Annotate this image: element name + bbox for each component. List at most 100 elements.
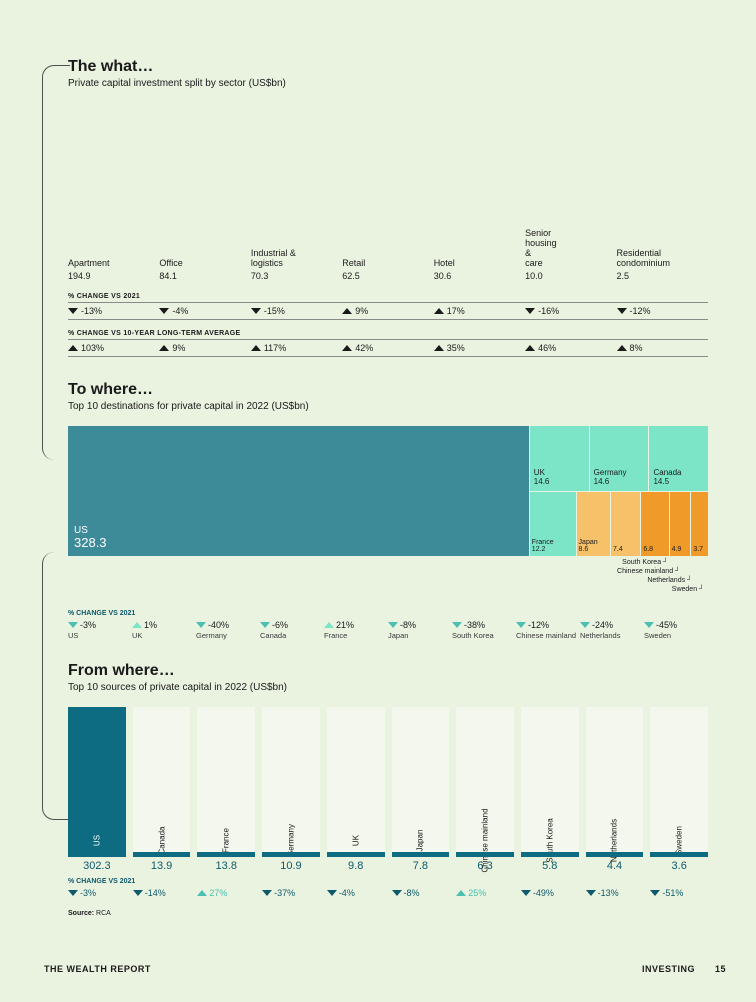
source-bar: Japan [392, 707, 450, 857]
source-change: -37% [262, 888, 320, 898]
where-subtitle: Top 10 destinations for private capital … [68, 401, 708, 412]
source-bar: US [68, 707, 126, 857]
source-bar: Chinese mainland [456, 707, 514, 857]
source-value: 4.4 [586, 860, 644, 872]
change-cell: -13% [68, 306, 159, 316]
treemap-box: 3.7 [690, 491, 708, 556]
treemap-box: Canada14.5 [648, 426, 708, 491]
change-cell: 17% [434, 306, 525, 316]
bar-value: 194.9 [68, 271, 159, 281]
footer-right: INVESTING [642, 964, 695, 974]
bar-4: Hotel 30.6 [434, 259, 525, 283]
where-treemap: US 328.3 UK14.6Germany14.6Canada14.5 Fra… [68, 426, 708, 556]
from-bar-chart: US Canada France Germany UK Japan Chines… [68, 707, 708, 857]
bar-value: 10.0 [525, 271, 616, 281]
from-change-row: -3%-14%27%-37%-4%-8%25%-49%-13%-51% [68, 888, 708, 898]
change-cell: 117% [251, 343, 342, 353]
dest-cell: -8%Japan [388, 620, 452, 640]
section-where: To where… Top 10 destinations for privat… [68, 381, 708, 640]
source-change: -8% [392, 888, 450, 898]
from-values-row: 302.313.913.810.99.87.86.35.84.43.6 [68, 860, 708, 872]
bar-value: 84.1 [159, 271, 250, 281]
source-bar: Sweden [650, 707, 708, 857]
treemap-box: 6.8 [640, 491, 668, 556]
treemap-box: UK14.6 [529, 426, 589, 491]
bar-1: Office 84.1 [159, 259, 250, 283]
from-subtitle: Top 10 sources of private capital in 202… [68, 682, 708, 693]
source-change: -3% [68, 888, 126, 898]
source-bar: France [197, 707, 255, 857]
source-change: -4% [327, 888, 385, 898]
connector-line-lower [42, 552, 70, 820]
from-change-head: % CHANGE VS 2021 [68, 878, 708, 885]
dest-cell: -6%Canada [260, 620, 324, 640]
change-cell: 42% [342, 343, 433, 353]
change-cell: 8% [617, 343, 708, 353]
bar-label: Apartment [68, 259, 159, 269]
bar-label: Industrial &logistics [251, 249, 342, 269]
bar-0: Apartment 194.9 [68, 259, 159, 283]
source-bar: Canada [133, 707, 191, 857]
what-change1-head: % CHANGE VS 2021 [68, 293, 708, 303]
treemap-box: France12.2 [529, 491, 576, 556]
where-title: To where… [68, 381, 708, 399]
where-change-row: -3%US1%UK-40%Germany-6%Canada21%France-8… [68, 620, 708, 640]
bar-5: Seniorhousing &care 10.0 [525, 229, 616, 283]
source-bar: Netherlands [586, 707, 644, 857]
from-title: From where… [68, 662, 708, 680]
change-cell: -16% [525, 306, 616, 316]
change-cell: 46% [525, 343, 616, 353]
source-change: -13% [586, 888, 644, 898]
bar-label: Retail [342, 259, 433, 269]
source-change: -49% [521, 888, 579, 898]
dest-cell: 1%UK [132, 620, 196, 640]
dest-cell: -3%US [68, 620, 132, 640]
bar-2: Industrial &logistics 70.3 [251, 249, 342, 283]
what-change1-row: -13%-4%-15%9%17%-16%-12% [68, 303, 708, 320]
source-value: 13.9 [133, 860, 191, 872]
treemap-us: US 328.3 [68, 426, 529, 556]
change-cell: -15% [251, 306, 342, 316]
treemap-bottom-row: France12.2Japan8.67.46.84.93.7 [529, 491, 708, 556]
treemap-box: Japan8.6 [576, 491, 610, 556]
bar-value: 2.5 [617, 271, 708, 281]
change-cell: 9% [159, 343, 250, 353]
page-footer: THE WEALTH REPORT INVESTING 15 [44, 964, 726, 974]
what-change2-row: 103%9%117%42%35%46%8% [68, 340, 708, 357]
what-subtitle: Private capital investment split by sect… [68, 78, 708, 89]
bar-value: 70.3 [251, 271, 342, 281]
source-value: 7.8 [392, 860, 450, 872]
dest-cell: 21%France [324, 620, 388, 640]
footer-left: THE WEALTH REPORT [44, 964, 151, 974]
source-value: 3.6 [650, 860, 708, 872]
section-from: From where… Top 10 sources of private ca… [68, 662, 708, 917]
treemap-box: 4.9 [669, 491, 691, 556]
source-value: 10.9 [262, 860, 320, 872]
source-value: 302.3 [68, 860, 126, 872]
bar-6: Residentialcondominium 2.5 [617, 249, 708, 283]
bar-label: Office [159, 259, 250, 269]
footer-page: 15 [715, 964, 726, 974]
bar-value: 62.5 [342, 271, 433, 281]
change-cell: 35% [434, 343, 525, 353]
dest-cell: -24%Netherlands [580, 620, 644, 640]
bar-label: Seniorhousing &care [525, 229, 616, 269]
treemap-box: 7.4 [610, 491, 640, 556]
source-bar: UK [327, 707, 385, 857]
what-bar-chart: Apartment 194.9 Office 84.1 Industrial &… [68, 103, 708, 283]
bar-label: Residentialcondominium [617, 249, 708, 269]
treemap-leader-labels: South Korea ┘Chinese mainland ┘Netherlan… [68, 558, 708, 594]
what-change2-head: % CHANGE VS 10-YEAR LONG-TERM AVERAGE [68, 330, 708, 340]
source-change: 25% [456, 888, 514, 898]
source-change: -14% [133, 888, 191, 898]
change-cell: 9% [342, 306, 433, 316]
source-value: 13.8 [197, 860, 255, 872]
dest-cell: -38%South Korea [452, 620, 516, 640]
source-change: -51% [650, 888, 708, 898]
change-cell: -12% [617, 306, 708, 316]
what-title: The what… [68, 58, 708, 76]
dest-cell: -45%Sweden [644, 620, 708, 640]
change-cell: -4% [159, 306, 250, 316]
section-what: The what… Private capital investment spl… [68, 58, 708, 357]
dest-cell: -12%Chinese mainland [516, 620, 580, 640]
